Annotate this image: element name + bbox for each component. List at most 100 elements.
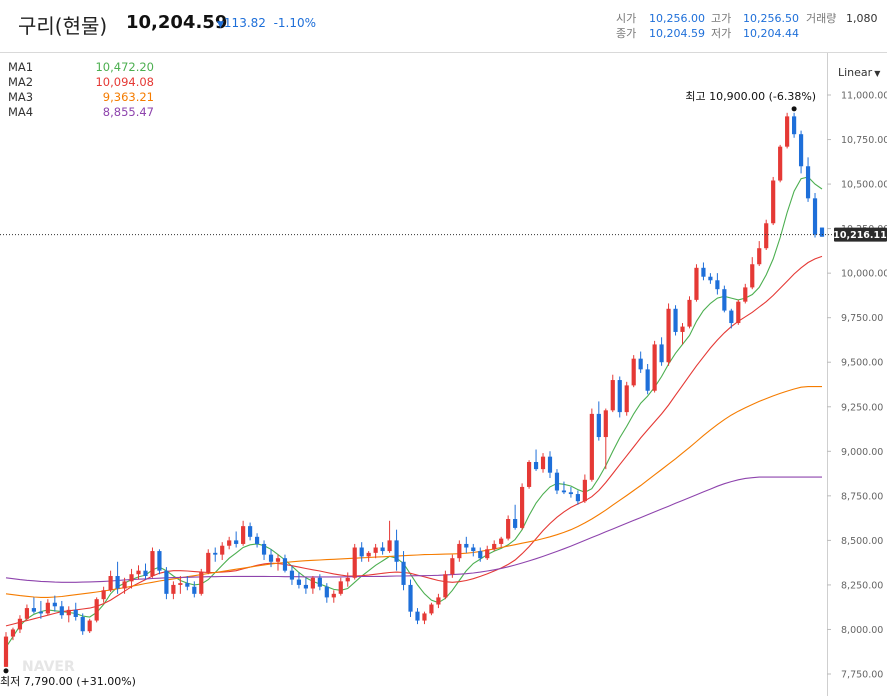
y-tick-label: 9,500.00 xyxy=(841,358,883,369)
y-tick-label: 11,000.00 xyxy=(841,91,887,102)
candle-body xyxy=(575,494,580,502)
candle-body xyxy=(443,574,448,598)
candle-body xyxy=(185,583,190,587)
candle-body xyxy=(394,540,399,562)
low-label: 저가 xyxy=(711,27,732,40)
candle-body xyxy=(122,581,127,589)
candle-body xyxy=(408,584,413,612)
ohlc-labels-1: 시가 종가 xyxy=(616,11,636,41)
candle-body xyxy=(115,576,120,589)
candle-body xyxy=(331,593,336,598)
ma2-value: 10,094.08 xyxy=(95,75,154,89)
candle-body xyxy=(303,584,308,589)
candle-body xyxy=(464,543,469,548)
candle-body xyxy=(38,611,43,614)
candle-body xyxy=(485,549,490,559)
close-label: 종가 xyxy=(616,27,637,40)
candle-body xyxy=(694,267,699,300)
candle-body xyxy=(819,227,825,237)
candle-body xyxy=(499,538,504,544)
candle-body xyxy=(547,456,553,473)
candle-body xyxy=(227,540,232,546)
candle-body xyxy=(143,570,148,577)
candle-body xyxy=(533,461,539,470)
candle-body xyxy=(171,584,176,594)
candle-body xyxy=(52,602,57,607)
ohlc-labels-2: 고가 저가 xyxy=(711,11,731,41)
candle-body xyxy=(708,276,713,281)
candle-body xyxy=(59,606,64,616)
candle-body xyxy=(478,551,483,559)
y-tick-label: 9,000.00 xyxy=(841,447,883,458)
candle-body xyxy=(457,543,462,559)
candle-body xyxy=(520,486,525,528)
candle-body xyxy=(45,602,50,614)
candle-body xyxy=(164,570,169,594)
candle-body xyxy=(296,579,302,585)
candle-body xyxy=(192,586,197,594)
candle-body xyxy=(129,574,134,582)
down-arrow-icon: ▼ xyxy=(217,20,224,30)
candle-body xyxy=(680,326,685,332)
candle-body xyxy=(345,577,350,582)
instrument-title: 구리(현물) xyxy=(18,14,108,38)
candle-body xyxy=(792,116,797,135)
candle-body xyxy=(352,547,357,578)
high-marker-dot xyxy=(791,106,797,112)
y-tick-label: 8,750.00 xyxy=(841,491,883,502)
price-change: ▼113.82 -1.10% xyxy=(217,16,316,30)
candle-body xyxy=(596,413,601,438)
y-tick-label: 8,000.00 xyxy=(841,625,883,636)
candle-body xyxy=(101,590,106,600)
current-price-tag xyxy=(834,227,887,242)
ma4-value: 8,855.47 xyxy=(102,105,154,119)
candle-body xyxy=(87,620,92,632)
ohlc-values-2: 10,256.50 10,204.44 xyxy=(743,11,799,41)
candle-body xyxy=(422,613,427,621)
candle-body xyxy=(673,308,678,332)
candle-body xyxy=(554,472,560,491)
ohlc-values-1: 10,256.00 10,204.59 xyxy=(649,11,705,41)
candlestick-chart[interactable]: 7,750.00 8,000.00 8,250.00 8,500.00 8,750.00… xyxy=(0,53,887,696)
candle-body xyxy=(234,540,239,544)
volume-label: 거래량 xyxy=(806,12,837,25)
candle-body xyxy=(199,572,204,594)
candle-body xyxy=(610,380,615,411)
candle-body xyxy=(17,618,23,630)
candle-body xyxy=(568,492,574,495)
candle-body xyxy=(645,369,650,391)
low-marker-dot xyxy=(3,668,9,674)
candle-body xyxy=(220,545,225,555)
naver-watermark: NAVER xyxy=(22,659,75,675)
y-tick-label: 8,250.00 xyxy=(841,580,883,591)
candle-body xyxy=(436,597,441,605)
high-label: 고가 xyxy=(711,12,732,25)
change-value: 113.82 xyxy=(223,16,266,30)
candle-body xyxy=(24,608,30,619)
candle-body xyxy=(513,519,518,528)
candle-body xyxy=(526,461,532,487)
candle-body xyxy=(617,380,622,413)
ma-line-ma2 xyxy=(5,255,823,627)
candle-body xyxy=(561,490,567,493)
high-marker-label: 최고 10,900.00 (-6.38%) xyxy=(685,90,816,103)
y-tick-label: 10,500.00 xyxy=(841,180,887,191)
ma2-label: MA2 xyxy=(8,75,34,89)
candle-body xyxy=(729,310,734,324)
change-percent: -1.10% xyxy=(273,16,317,30)
candle-body xyxy=(373,547,378,553)
candle-body xyxy=(798,134,804,167)
candle-body xyxy=(785,116,790,147)
candle-body xyxy=(366,552,371,557)
high-value: 10,256.50 xyxy=(743,12,799,25)
candle-body xyxy=(157,551,162,571)
scale-mode-button[interactable]: Linear ▼ xyxy=(838,66,880,79)
candle-body xyxy=(722,289,727,311)
ma3-value: 9,363.21 xyxy=(102,90,154,104)
candle-body xyxy=(750,264,755,288)
candle-body xyxy=(743,287,748,302)
open-value: 10,256.00 xyxy=(649,12,705,25)
ma-line-ma1 xyxy=(5,176,823,648)
y-tick-label: 10,750.00 xyxy=(841,135,887,146)
candle-body xyxy=(289,570,295,580)
